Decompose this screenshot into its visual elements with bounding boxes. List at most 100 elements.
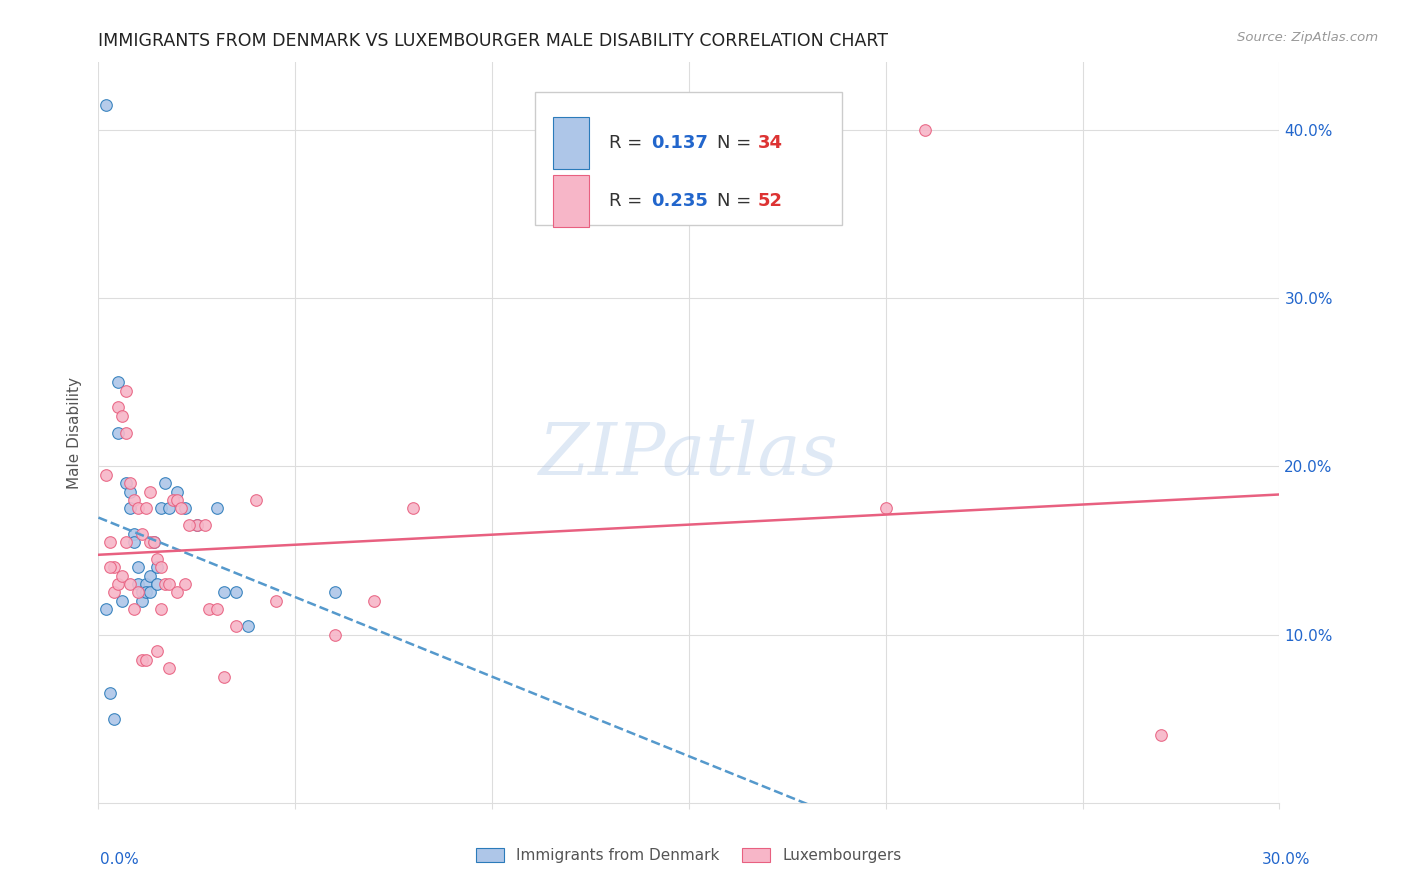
Y-axis label: Male Disability: Male Disability — [67, 376, 83, 489]
Point — [107, 577, 129, 591]
Point — [157, 577, 180, 591]
Point — [323, 585, 346, 599]
Text: R =: R = — [609, 193, 648, 211]
Point — [205, 602, 228, 616]
Point — [157, 661, 180, 675]
Point — [96, 97, 118, 112]
Point — [127, 501, 149, 516]
Point — [96, 602, 118, 616]
Point — [186, 518, 208, 533]
Point — [107, 375, 129, 389]
Point — [122, 492, 145, 507]
Point — [131, 594, 153, 608]
Legend: Immigrants from Denmark, Luxembourgers: Immigrants from Denmark, Luxembourgers — [471, 842, 907, 869]
Point — [150, 602, 173, 616]
Point — [1150, 729, 1173, 743]
FancyBboxPatch shape — [553, 117, 589, 169]
Point — [245, 492, 267, 507]
Point — [162, 492, 184, 507]
Point — [186, 518, 208, 533]
Point — [131, 526, 153, 541]
Point — [150, 560, 173, 574]
Point — [166, 492, 188, 507]
Point — [146, 551, 169, 566]
Text: IMMIGRANTS FROM DENMARK VS LUXEMBOURGER MALE DISABILITY CORRELATION CHART: IMMIGRANTS FROM DENMARK VS LUXEMBOURGER … — [98, 32, 889, 50]
Point — [138, 535, 160, 549]
Point — [115, 384, 138, 398]
Point — [118, 476, 141, 491]
Point — [236, 619, 259, 633]
Point — [122, 602, 145, 616]
Point — [177, 518, 200, 533]
Text: 52: 52 — [758, 193, 783, 211]
Point — [150, 501, 173, 516]
Point — [146, 560, 169, 574]
Point — [155, 577, 177, 591]
Point — [194, 518, 217, 533]
Point — [115, 425, 138, 440]
Point — [225, 585, 247, 599]
Point — [122, 526, 145, 541]
Text: Source: ZipAtlas.com: Source: ZipAtlas.com — [1237, 31, 1378, 45]
Point — [197, 602, 219, 616]
Text: 0.137: 0.137 — [651, 134, 709, 152]
Point — [111, 568, 134, 582]
Text: R =: R = — [609, 134, 648, 152]
Point — [131, 653, 153, 667]
Point — [166, 484, 188, 499]
Point — [135, 501, 157, 516]
Point — [363, 594, 385, 608]
Point — [157, 501, 180, 516]
Text: N =: N = — [717, 193, 758, 211]
Point — [323, 627, 346, 641]
Point — [103, 560, 125, 574]
Point — [264, 594, 287, 608]
Text: ZIPatlas: ZIPatlas — [538, 419, 839, 490]
Point — [107, 425, 129, 440]
Point — [142, 535, 165, 549]
Text: 30.0%: 30.0% — [1263, 852, 1310, 867]
Point — [98, 686, 121, 700]
Point — [166, 585, 188, 599]
Text: 0.235: 0.235 — [651, 193, 709, 211]
Point — [174, 501, 197, 516]
Point — [214, 670, 236, 684]
FancyBboxPatch shape — [536, 92, 842, 226]
Point — [155, 476, 177, 491]
Point — [914, 122, 936, 136]
Point — [127, 560, 149, 574]
Point — [135, 585, 157, 599]
Text: N =: N = — [717, 134, 758, 152]
Point — [122, 535, 145, 549]
Point — [111, 409, 134, 423]
Text: 34: 34 — [758, 134, 783, 152]
Point — [127, 585, 149, 599]
Point — [174, 577, 197, 591]
Point — [111, 594, 134, 608]
Point — [225, 619, 247, 633]
Point — [107, 401, 129, 415]
Point — [170, 501, 193, 516]
Point — [118, 577, 141, 591]
Point — [146, 644, 169, 658]
Point — [138, 568, 160, 582]
Text: 0.0%: 0.0% — [100, 852, 139, 867]
Point — [127, 577, 149, 591]
Point — [138, 585, 160, 599]
Point — [103, 585, 125, 599]
Point — [115, 535, 138, 549]
Point — [115, 476, 138, 491]
Point — [96, 467, 118, 482]
Point — [402, 501, 425, 516]
Point — [205, 501, 228, 516]
Point — [103, 712, 125, 726]
Point — [98, 535, 121, 549]
Point — [146, 577, 169, 591]
Point — [135, 653, 157, 667]
Point — [98, 560, 121, 574]
Point — [131, 585, 153, 599]
Point — [142, 535, 165, 549]
Point — [118, 484, 141, 499]
FancyBboxPatch shape — [553, 176, 589, 227]
Point — [138, 484, 160, 499]
